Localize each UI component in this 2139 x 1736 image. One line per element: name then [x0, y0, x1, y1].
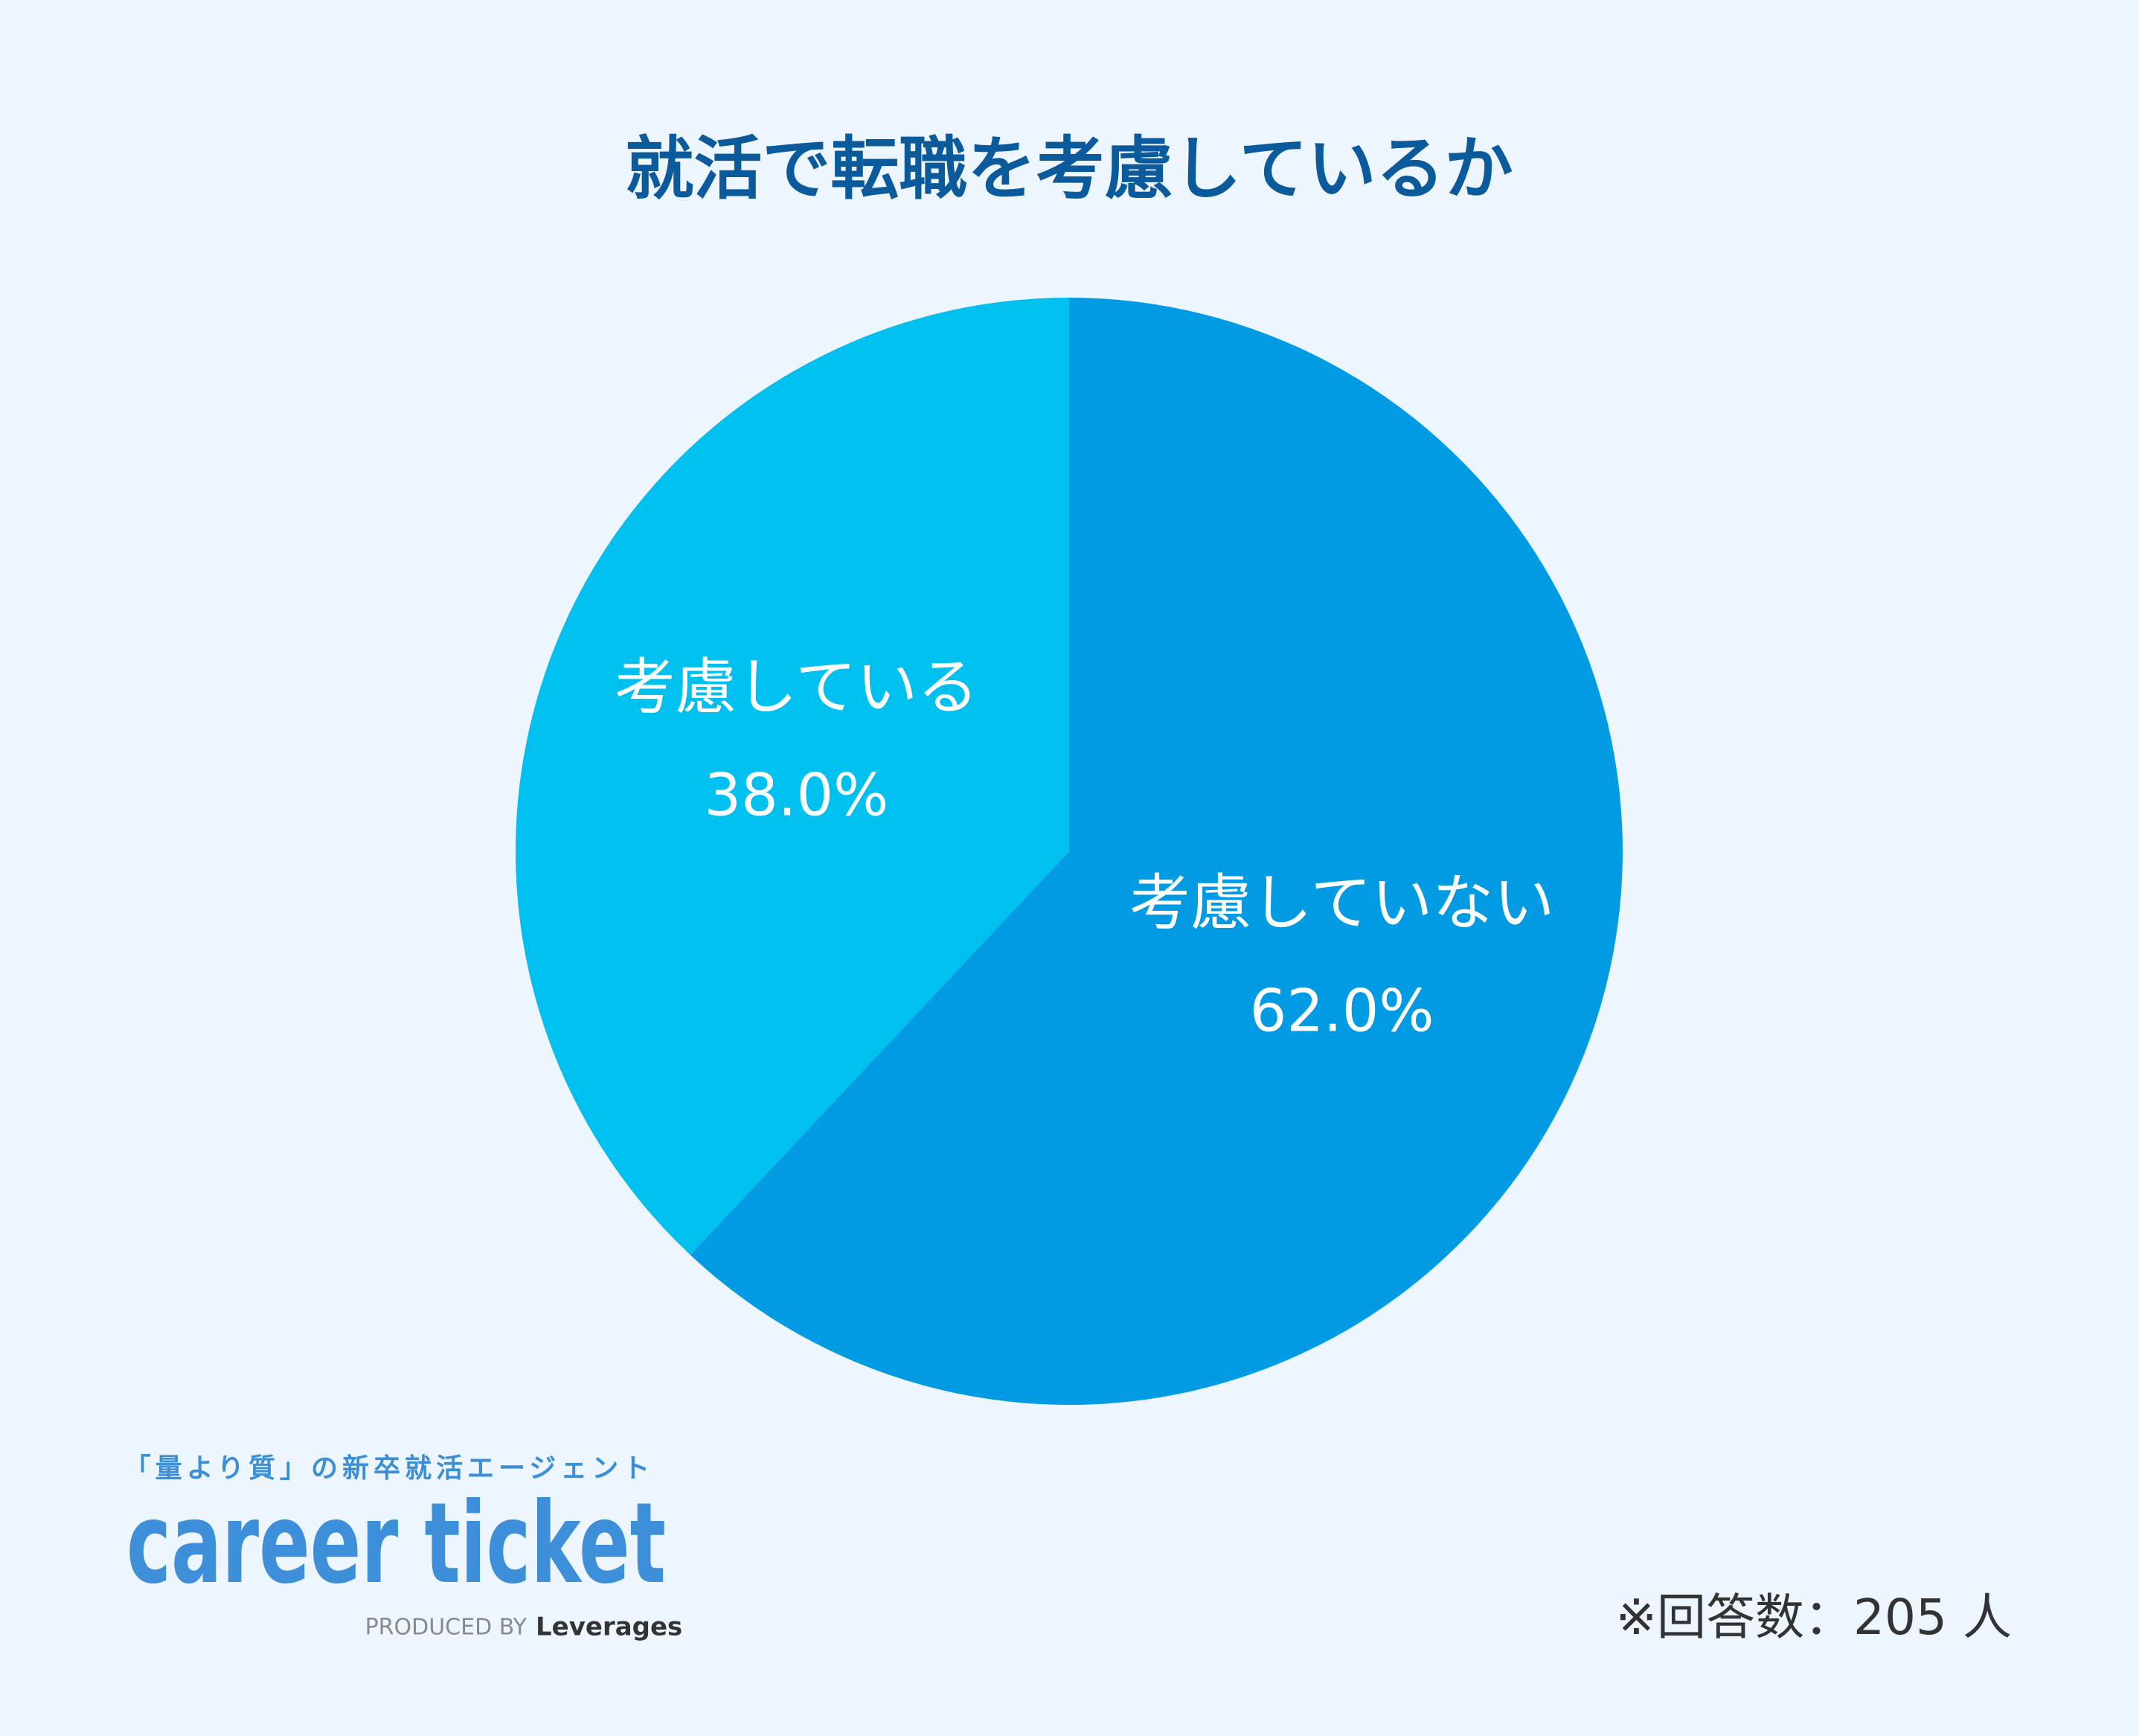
- slice-label: 考慮している: [615, 652, 979, 723]
- logo: career ticket: [126, 1479, 666, 1609]
- value-label: 38.0%: [704, 762, 888, 829]
- chart-title: 就活で転職を考慮しているか: [625, 129, 1513, 208]
- produced-by: PRODUCED BY: [365, 1615, 527, 1641]
- note: ※回答数：205 人: [1616, 1589, 2012, 1646]
- company: Leverages: [536, 1612, 682, 1642]
- tagline: 「量より質」の新卒就活エージェント: [124, 1453, 655, 1484]
- value-label: 62.0%: [1250, 978, 1434, 1045]
- pie-slice: [690, 298, 1623, 1405]
- pie-slice: [516, 297, 1069, 1255]
- slice-label: 考慮していない: [1129, 868, 1555, 939]
